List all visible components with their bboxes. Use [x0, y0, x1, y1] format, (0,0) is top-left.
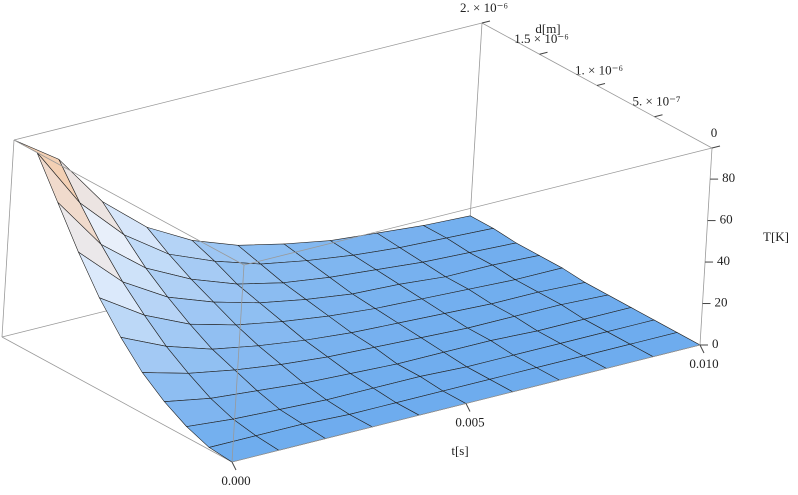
box-edge — [231, 264, 245, 463]
z-tick-label: 20 — [715, 295, 728, 310]
y-tick-label: 1. × 10⁻⁶ — [575, 62, 623, 77]
y-tick — [654, 114, 663, 118]
box-edge — [1, 336, 233, 463]
surface — [13, 139, 701, 463]
x-tick-label: 0.005 — [455, 414, 484, 429]
box-edge — [243, 147, 713, 266]
y-tick — [539, 51, 548, 55]
y-tick-label: 1.5 × 10⁻⁶ — [514, 31, 568, 46]
box-edge — [699, 147, 713, 346]
z-axis-label: T[K] — [763, 229, 789, 244]
box-edge — [13, 22, 483, 141]
y-tick-label: 5. × 10⁻⁷ — [633, 94, 681, 109]
z-tick-label: 0 — [712, 336, 719, 351]
y-tick-label: 2. × 10⁻⁶ — [460, 0, 508, 15]
z-tick-label: 60 — [720, 212, 733, 227]
box-edge — [13, 139, 245, 266]
y-tick — [711, 145, 721, 149]
x-tick — [231, 461, 237, 471]
z-tick-label: 40 — [717, 253, 730, 268]
x-axis-label: t[s] — [451, 443, 468, 458]
y-tick — [596, 83, 606, 86]
x-tick-label: 0.010 — [689, 356, 718, 371]
box-edge — [469, 22, 483, 221]
z-tick-label: 80 — [722, 170, 735, 185]
y-tick-label: 0 — [711, 125, 718, 140]
y-tick — [481, 20, 491, 24]
x-tick-label: 0.000 — [221, 473, 250, 488]
x-tick — [699, 344, 705, 354]
y-axis-label: d[m] — [535, 21, 560, 36]
box-edge — [1, 139, 15, 338]
x-tick — [465, 403, 471, 412]
